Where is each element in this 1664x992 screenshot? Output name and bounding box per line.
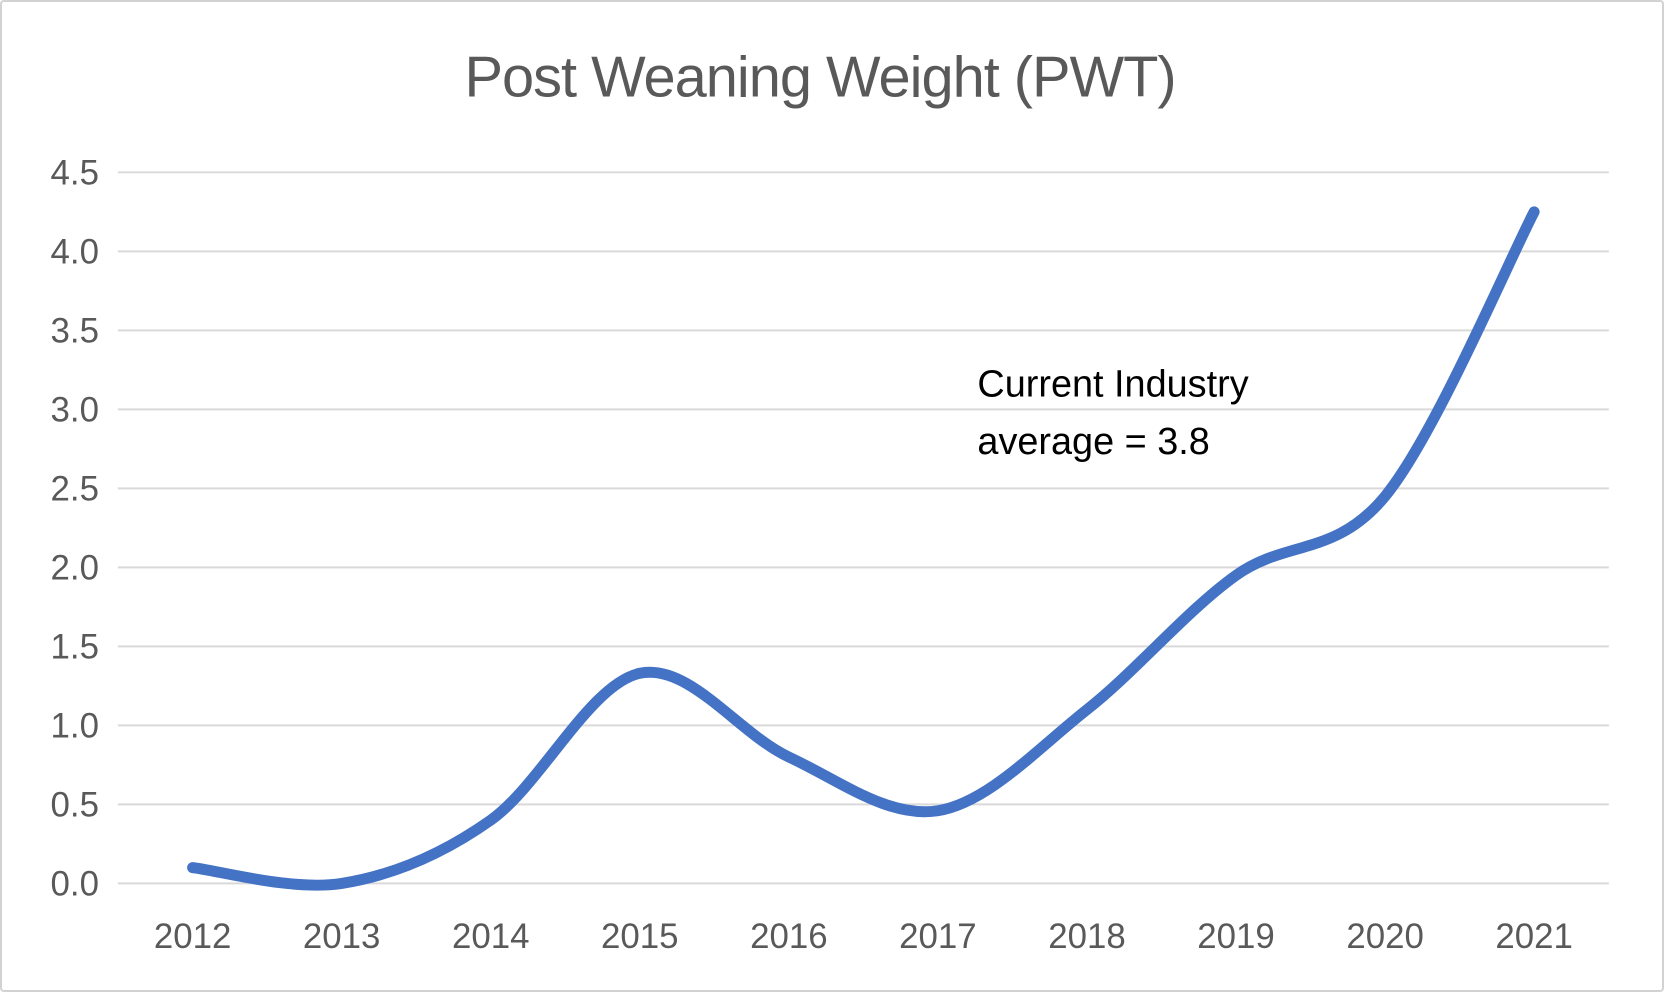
x-tick-label: 2021 <box>1495 917 1573 956</box>
x-tick-label: 2016 <box>750 917 828 956</box>
y-tick-label: 1.0 <box>51 706 99 745</box>
y-tick-label: 2.0 <box>51 548 99 587</box>
x-tick-label: 2020 <box>1346 917 1424 956</box>
x-tick-label: 2019 <box>1197 917 1275 956</box>
y-tick-label: 4.0 <box>51 232 99 271</box>
annotation-line-2: average = 3.8 <box>977 421 1209 463</box>
chart-title: Post Weaning Weight (PWT) <box>464 46 1175 110</box>
x-axis-labels: 2012 2013 2014 2015 2016 2017 2018 2019 2020 2021 <box>154 917 1573 956</box>
x-tick-label: 2014 <box>452 917 530 956</box>
x-tick-label: 2015 <box>601 917 679 956</box>
x-tick-label: 2017 <box>899 917 977 956</box>
y-tick-label: 1.5 <box>51 627 99 666</box>
pwt-line-series <box>187 206 1540 891</box>
y-tick-label: 3.0 <box>51 390 99 429</box>
y-tick-label: 0.0 <box>51 864 99 903</box>
y-tick-label: 4.5 <box>51 153 99 192</box>
y-tick-label: 0.5 <box>51 785 99 824</box>
annotation-line-1: Current Industry <box>977 363 1248 405</box>
x-tick-label: 2018 <box>1048 917 1126 956</box>
x-tick-label: 2012 <box>154 917 232 956</box>
y-axis-labels: 0.0 0.5 1.0 1.5 2.0 2.5 3.0 3.5 4.0 4.5 <box>51 153 99 903</box>
gridlines <box>117 171 1609 885</box>
y-tick-label: 3.5 <box>51 311 99 350</box>
y-tick-label: 2.5 <box>51 469 99 508</box>
x-tick-label: 2013 <box>303 917 381 956</box>
